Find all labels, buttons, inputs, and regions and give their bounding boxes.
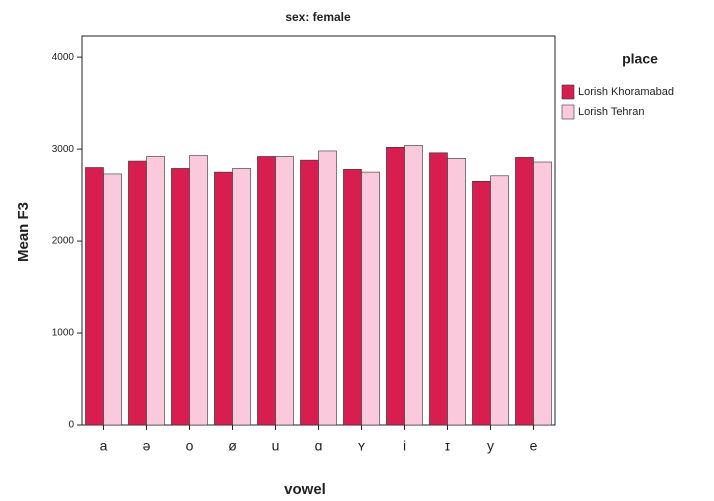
x-tick-label: ø xyxy=(228,438,237,454)
bar xyxy=(189,155,208,426)
bar xyxy=(343,169,362,426)
bar xyxy=(232,168,251,426)
y-tick-label: 1000 xyxy=(52,328,75,339)
y-tick-label: 0 xyxy=(68,420,74,431)
x-tick-label: ə xyxy=(143,438,151,454)
y-axis-label: Mean F3 xyxy=(15,202,32,262)
x-tick-label: y xyxy=(487,438,494,454)
legend-title: place xyxy=(622,51,658,67)
chart-title: sex: female xyxy=(285,10,351,24)
bar xyxy=(429,152,448,426)
x-tick-label: u xyxy=(272,438,280,454)
x-tick-label: ʏ xyxy=(358,438,366,454)
bar xyxy=(146,156,165,426)
x-tick-label: i xyxy=(403,438,406,454)
bar xyxy=(472,181,491,426)
bar xyxy=(171,168,190,426)
bar xyxy=(275,156,294,426)
bar xyxy=(103,173,122,426)
legend-label: Lorish Khoramabad xyxy=(578,86,674,98)
x-axis-label: vowel xyxy=(284,481,326,498)
y-tick-label: 2000 xyxy=(52,236,75,247)
y-tick-label: 3000 xyxy=(52,144,75,155)
bar xyxy=(447,158,466,426)
bar xyxy=(386,146,405,426)
legend-swatch xyxy=(561,104,575,120)
bar xyxy=(257,156,276,426)
x-tick-label: e xyxy=(530,438,538,454)
bar xyxy=(85,167,104,426)
bar xyxy=(490,175,509,426)
bar xyxy=(361,171,380,426)
bar xyxy=(300,159,319,426)
bar xyxy=(128,160,147,426)
bar xyxy=(404,145,423,426)
x-tick-label: a xyxy=(100,438,108,454)
legend-label: Lorish Tehran xyxy=(578,106,644,118)
legend-swatch xyxy=(561,84,575,100)
bar xyxy=(318,150,337,426)
bar xyxy=(515,157,534,426)
x-tick-label: o xyxy=(186,438,194,454)
bar xyxy=(214,171,233,426)
y-tick-label: 4000 xyxy=(52,52,75,63)
x-tick-label: ɑ xyxy=(315,438,323,454)
bar xyxy=(533,161,552,426)
x-tick-label: ɪ xyxy=(445,438,450,454)
